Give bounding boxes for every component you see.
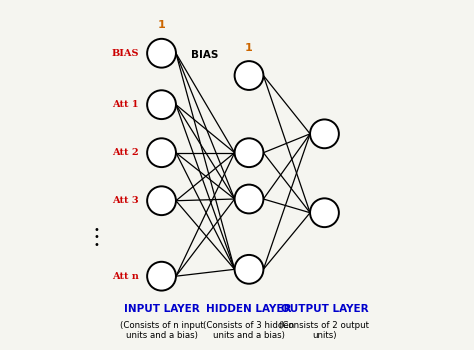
Text: 1: 1 (158, 20, 165, 30)
Text: Att 3: Att 3 (112, 196, 138, 205)
Text: •: • (93, 232, 100, 243)
Text: INPUT LAYER: INPUT LAYER (124, 304, 200, 314)
Circle shape (310, 198, 339, 227)
Circle shape (235, 184, 264, 214)
Text: HIDDEN LAYER: HIDDEN LAYER (206, 304, 292, 314)
Text: BIAS: BIAS (111, 49, 138, 58)
Circle shape (147, 186, 176, 215)
Text: (Consists of n input
units and a bias): (Consists of n input units and a bias) (119, 321, 203, 340)
Circle shape (147, 138, 176, 167)
Circle shape (147, 262, 176, 290)
Text: (Consists of 2 output
units): (Consists of 2 output units) (280, 321, 369, 340)
Text: 1: 1 (245, 43, 253, 52)
Circle shape (147, 90, 176, 119)
Circle shape (235, 61, 264, 90)
Text: Att 1: Att 1 (112, 100, 138, 109)
Text: BIAS: BIAS (191, 50, 218, 60)
Text: Att 2: Att 2 (112, 148, 138, 157)
Text: OUTPUT LAYER: OUTPUT LAYER (281, 304, 368, 314)
Text: (Consists of 3 hidden
units and a bias): (Consists of 3 hidden units and a bias) (203, 321, 295, 340)
Circle shape (147, 39, 176, 68)
Text: •: • (93, 225, 100, 235)
Circle shape (310, 119, 339, 148)
Text: Att n: Att n (112, 272, 138, 281)
Circle shape (235, 255, 264, 284)
Text: •: • (93, 240, 100, 250)
Circle shape (235, 138, 264, 167)
